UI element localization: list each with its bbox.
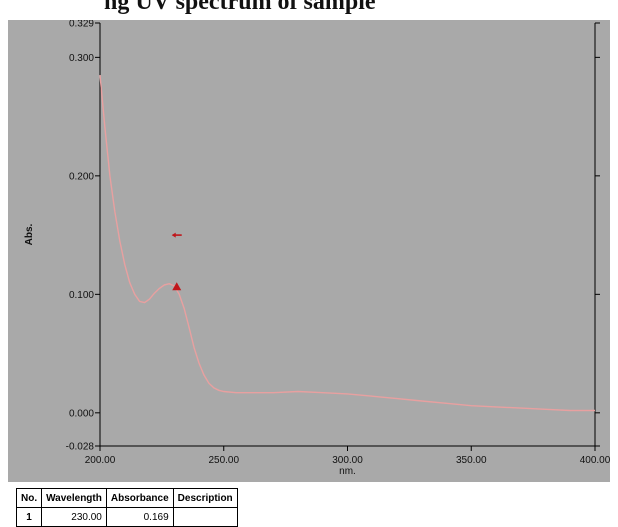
y-tick-label: 0.100 (69, 290, 94, 301)
table-row: 1 230.00 0.169 (15, 507, 238, 527)
y-tick-label: -0.028 (66, 442, 95, 453)
page-title: ng UV spectrum of sample (104, 0, 376, 15)
cell-description (172, 507, 238, 527)
peak-marker (172, 282, 182, 291)
x-tick-label: 400.00 (580, 455, 610, 466)
col-header-no: No. (15, 488, 43, 508)
col-header-absorbance: Absorbance (105, 488, 174, 508)
annotation-arrowhead (171, 232, 176, 238)
cell-no: 1 (15, 507, 43, 527)
x-tick-label: 200.00 (85, 455, 116, 466)
y-tick-label: 0.329 (69, 20, 94, 30)
x-axis-title: nm. (339, 466, 356, 477)
x-tick-label: 300.00 (332, 455, 363, 466)
chart-panel: -0.028 0.000 0.100 0.200 0.300 0.329 200.00 250… (8, 20, 610, 482)
col-header-description: Description (172, 488, 238, 508)
y-tick-label: 0.300 (69, 53, 94, 64)
x-tick-label: 250.00 (208, 455, 239, 466)
y-axis-title: Abs. (24, 223, 35, 245)
cell-wavelength: 230.00 (41, 507, 107, 527)
y-tick-label: 0.200 (69, 171, 94, 182)
table-header-row: No. Wavelength Absorbance Description (15, 488, 238, 508)
title-strip: ng UV spectrum of sample (0, 0, 618, 22)
results-table: No. Wavelength Absorbance Description 1 … (15, 488, 238, 527)
cell-absorbance: 0.169 (105, 507, 174, 527)
spectrum-chart: -0.028 0.000 0.100 0.200 0.300 0.329 200.00 250… (24, 20, 610, 477)
spectrum-line (99, 75, 595, 412)
y-tick-label: 0.000 (69, 408, 94, 419)
col-header-wavelength: Wavelength (41, 488, 107, 508)
x-tick-label: 350.00 (456, 455, 487, 466)
